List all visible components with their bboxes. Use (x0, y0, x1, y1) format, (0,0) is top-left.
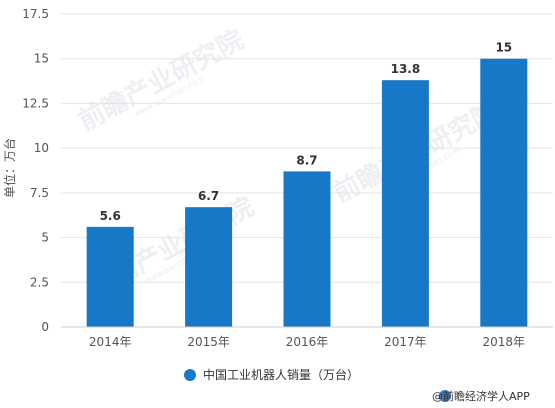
x-tick-label: 2018年 (483, 335, 526, 349)
bars (86, 58, 528, 327)
bar-2017年 (381, 80, 429, 327)
bar-2014年 (86, 226, 134, 327)
y-axis-ticks: 0 2.5 5 7.5 10 12.5 15 17.5 (22, 7, 49, 334)
x-tick-label: 2014年 (89, 335, 132, 349)
x-tick-label: 2017年 (384, 335, 427, 349)
y-tick-label: 5 (41, 231, 49, 245)
footer-source: @前瞻经济学人APP (432, 389, 530, 403)
x-axis-ticks: 2014年 2015年 2016年 2017年 2018年 (89, 335, 525, 349)
y-tick-label: 17.5 (22, 7, 49, 21)
data-label: 6.7 (198, 189, 219, 203)
legend-label: 中国工业机器人销量（万台） (203, 367, 359, 382)
x-tick-label: 2015年 (187, 335, 230, 349)
legend-marker (184, 369, 196, 381)
y-tick-label: 15 (34, 52, 49, 66)
x-tick-label: 2016年 (286, 335, 329, 349)
y-tick-label: 10 (34, 141, 49, 155)
bar-2015年 (185, 207, 233, 327)
y-tick-label: 0 (41, 320, 49, 334)
logo-icon (439, 390, 451, 402)
bar-2018年 (480, 58, 528, 327)
y-tick-label: 7.5 (30, 186, 49, 200)
y-tick-label: 2.5 (30, 275, 49, 289)
bar-2016年 (283, 171, 331, 327)
data-label: 15 (495, 41, 512, 55)
watermark-text: 前瞻产业研究院 (73, 24, 248, 137)
data-labels: 5.6 6.7 8.7 13.8 15 (100, 41, 513, 223)
legend: 中国工业机器人销量（万台） (184, 367, 359, 382)
data-label: 8.7 (296, 153, 317, 167)
y-axis-title: 单位：万台 (2, 138, 17, 198)
grid-lines (61, 13, 553, 283)
y-tick-label: 12.5 (22, 96, 49, 110)
data-label: 5.6 (100, 209, 121, 223)
data-label: 13.8 (391, 62, 421, 76)
footer-credit: @前瞻经济学人APP (432, 389, 530, 403)
